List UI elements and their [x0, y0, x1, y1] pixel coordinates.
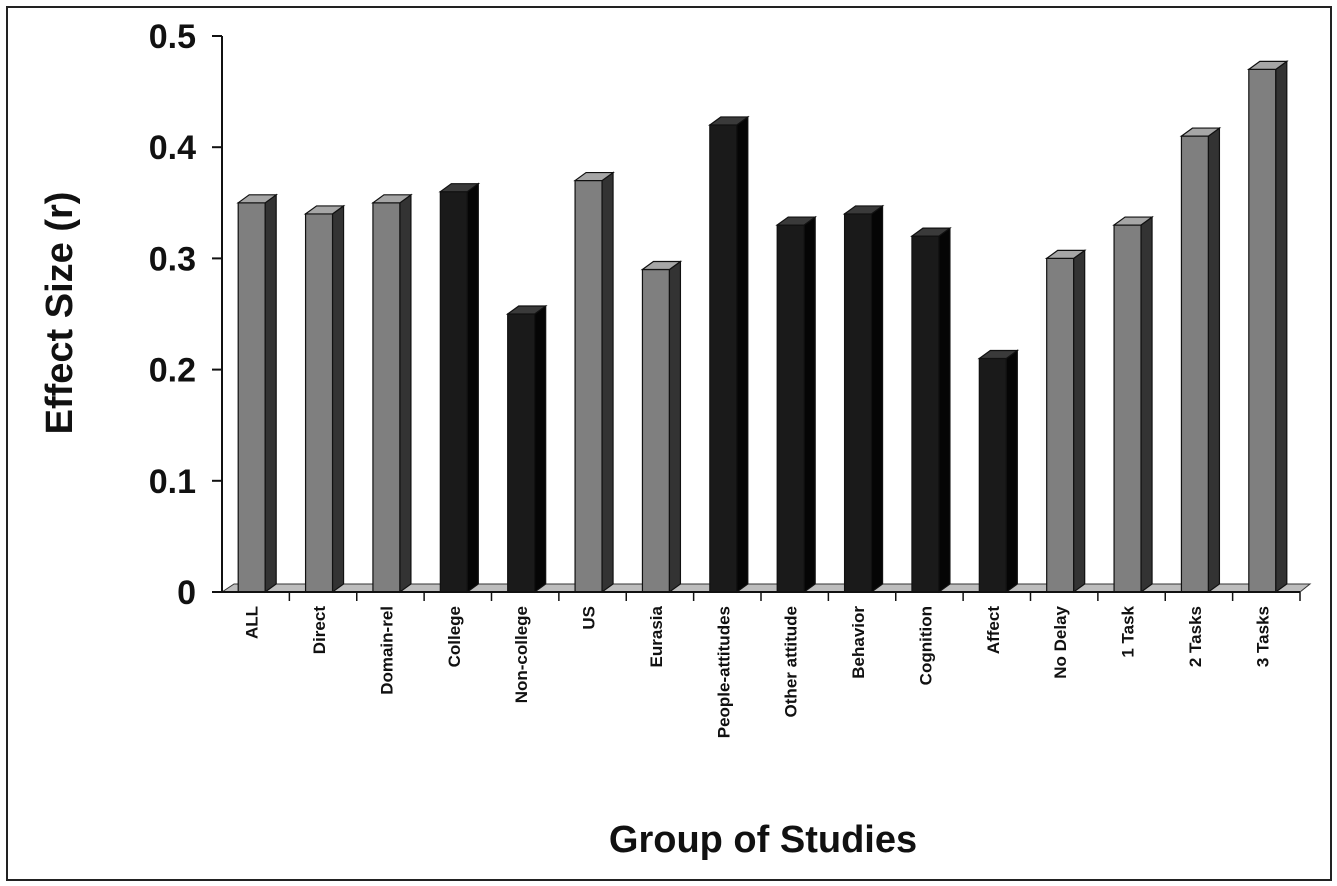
bar	[842, 204, 885, 594]
bar-top	[236, 194, 279, 204]
x-axis: ALL Direct Domain-rel College Non-college US E…	[222, 591, 1301, 738]
x-tick-label: Direct	[310, 606, 329, 655]
bar	[303, 204, 346, 594]
bar-side	[938, 226, 951, 594]
bar-top	[573, 171, 615, 182]
bar-side	[1140, 215, 1153, 594]
bar-side	[736, 115, 749, 594]
x-tick-label: Non-college	[512, 606, 531, 703]
y-tick-label: 0.4	[149, 129, 196, 167]
bar-front	[507, 313, 536, 593]
bar	[573, 171, 615, 594]
bars	[236, 60, 1289, 594]
x-tick-label: 2 Tasks	[1186, 606, 1205, 667]
y-tick-label: 0	[177, 574, 196, 612]
bar-front	[372, 202, 401, 593]
bar-top	[438, 183, 481, 193]
bar-side	[466, 182, 479, 594]
bar-front	[1248, 68, 1277, 593]
x-tick-label: No Delay	[1051, 605, 1070, 678]
x-tick-label: Other attitude	[782, 606, 801, 717]
bar	[707, 115, 750, 594]
bar	[371, 193, 413, 594]
x-axis-title: Group of Studies	[609, 819, 917, 861]
x-tick-label: Eurasia	[647, 605, 666, 667]
bar-top	[1179, 127, 1222, 137]
bar-front	[776, 224, 805, 593]
y-tick-label: 0.1	[149, 463, 196, 501]
bar	[1246, 60, 1289, 594]
bar-front	[641, 268, 671, 593]
bar-front	[439, 191, 468, 593]
bar-top	[640, 260, 683, 271]
bar-front	[911, 235, 940, 593]
y-tick-label: 0.5	[149, 18, 196, 56]
x-tick-label: College	[445, 606, 464, 667]
bar-side	[1073, 249, 1086, 594]
bar-side	[601, 171, 614, 594]
bar	[640, 260, 683, 594]
x-tick-label: 1 Task	[1119, 605, 1138, 657]
bar-side	[1275, 60, 1288, 594]
y-tick-label: 0.2	[149, 352, 196, 390]
bar-top	[371, 194, 413, 204]
bar-top	[1112, 216, 1154, 226]
x-tick-label: Cognition	[916, 606, 935, 685]
x-tick-label: US	[580, 606, 599, 630]
bar-front	[1113, 224, 1142, 593]
bar-side	[331, 204, 345, 594]
bar	[1112, 215, 1154, 594]
bar	[438, 182, 481, 594]
bar-front	[1180, 135, 1210, 593]
bar-front	[709, 124, 738, 593]
bar-top	[505, 305, 548, 315]
bar	[775, 215, 818, 594]
bar	[1179, 126, 1222, 594]
bar-side	[264, 193, 277, 594]
bar	[910, 226, 952, 594]
bar-front	[978, 357, 1007, 593]
bar-side	[668, 260, 682, 594]
bar-side	[534, 304, 547, 594]
bar-side	[1005, 349, 1018, 594]
bar-side	[399, 193, 412, 594]
bar-top	[775, 216, 818, 226]
x-tick-label: 3 Tasks	[1253, 606, 1272, 667]
y-tick-label: 0.3	[149, 240, 196, 278]
x-tick-label: People-attitudes	[714, 606, 733, 738]
bar-side	[1207, 126, 1221, 594]
bar-side	[803, 215, 816, 594]
bar-side	[870, 204, 884, 594]
bar-top	[977, 349, 1020, 360]
bar	[1044, 249, 1087, 594]
x-tick-label: Affect	[984, 606, 1003, 655]
bar-front	[574, 179, 603, 593]
y-axis: 0 0.1 0.2 0.3 0.4 0.5	[149, 18, 223, 612]
x-tick-label: ALL	[243, 606, 262, 639]
x-tick-label: Domain-rel	[377, 606, 396, 695]
bar-front	[237, 202, 266, 593]
y-axis-title: Effect Size (r)	[39, 192, 81, 435]
bar	[236, 193, 279, 594]
bar-top	[1044, 249, 1087, 259]
bar-front	[304, 213, 334, 593]
bar-top	[1246, 60, 1289, 70]
bar-top	[842, 205, 885, 215]
bar-top	[303, 205, 346, 215]
x-tick-label: Behavior	[849, 606, 868, 679]
bar	[977, 349, 1020, 594]
bar-front	[1046, 257, 1075, 593]
bar-top	[910, 227, 952, 237]
bar	[505, 304, 548, 594]
bar-top	[707, 116, 750, 126]
bar-front	[843, 213, 873, 593]
